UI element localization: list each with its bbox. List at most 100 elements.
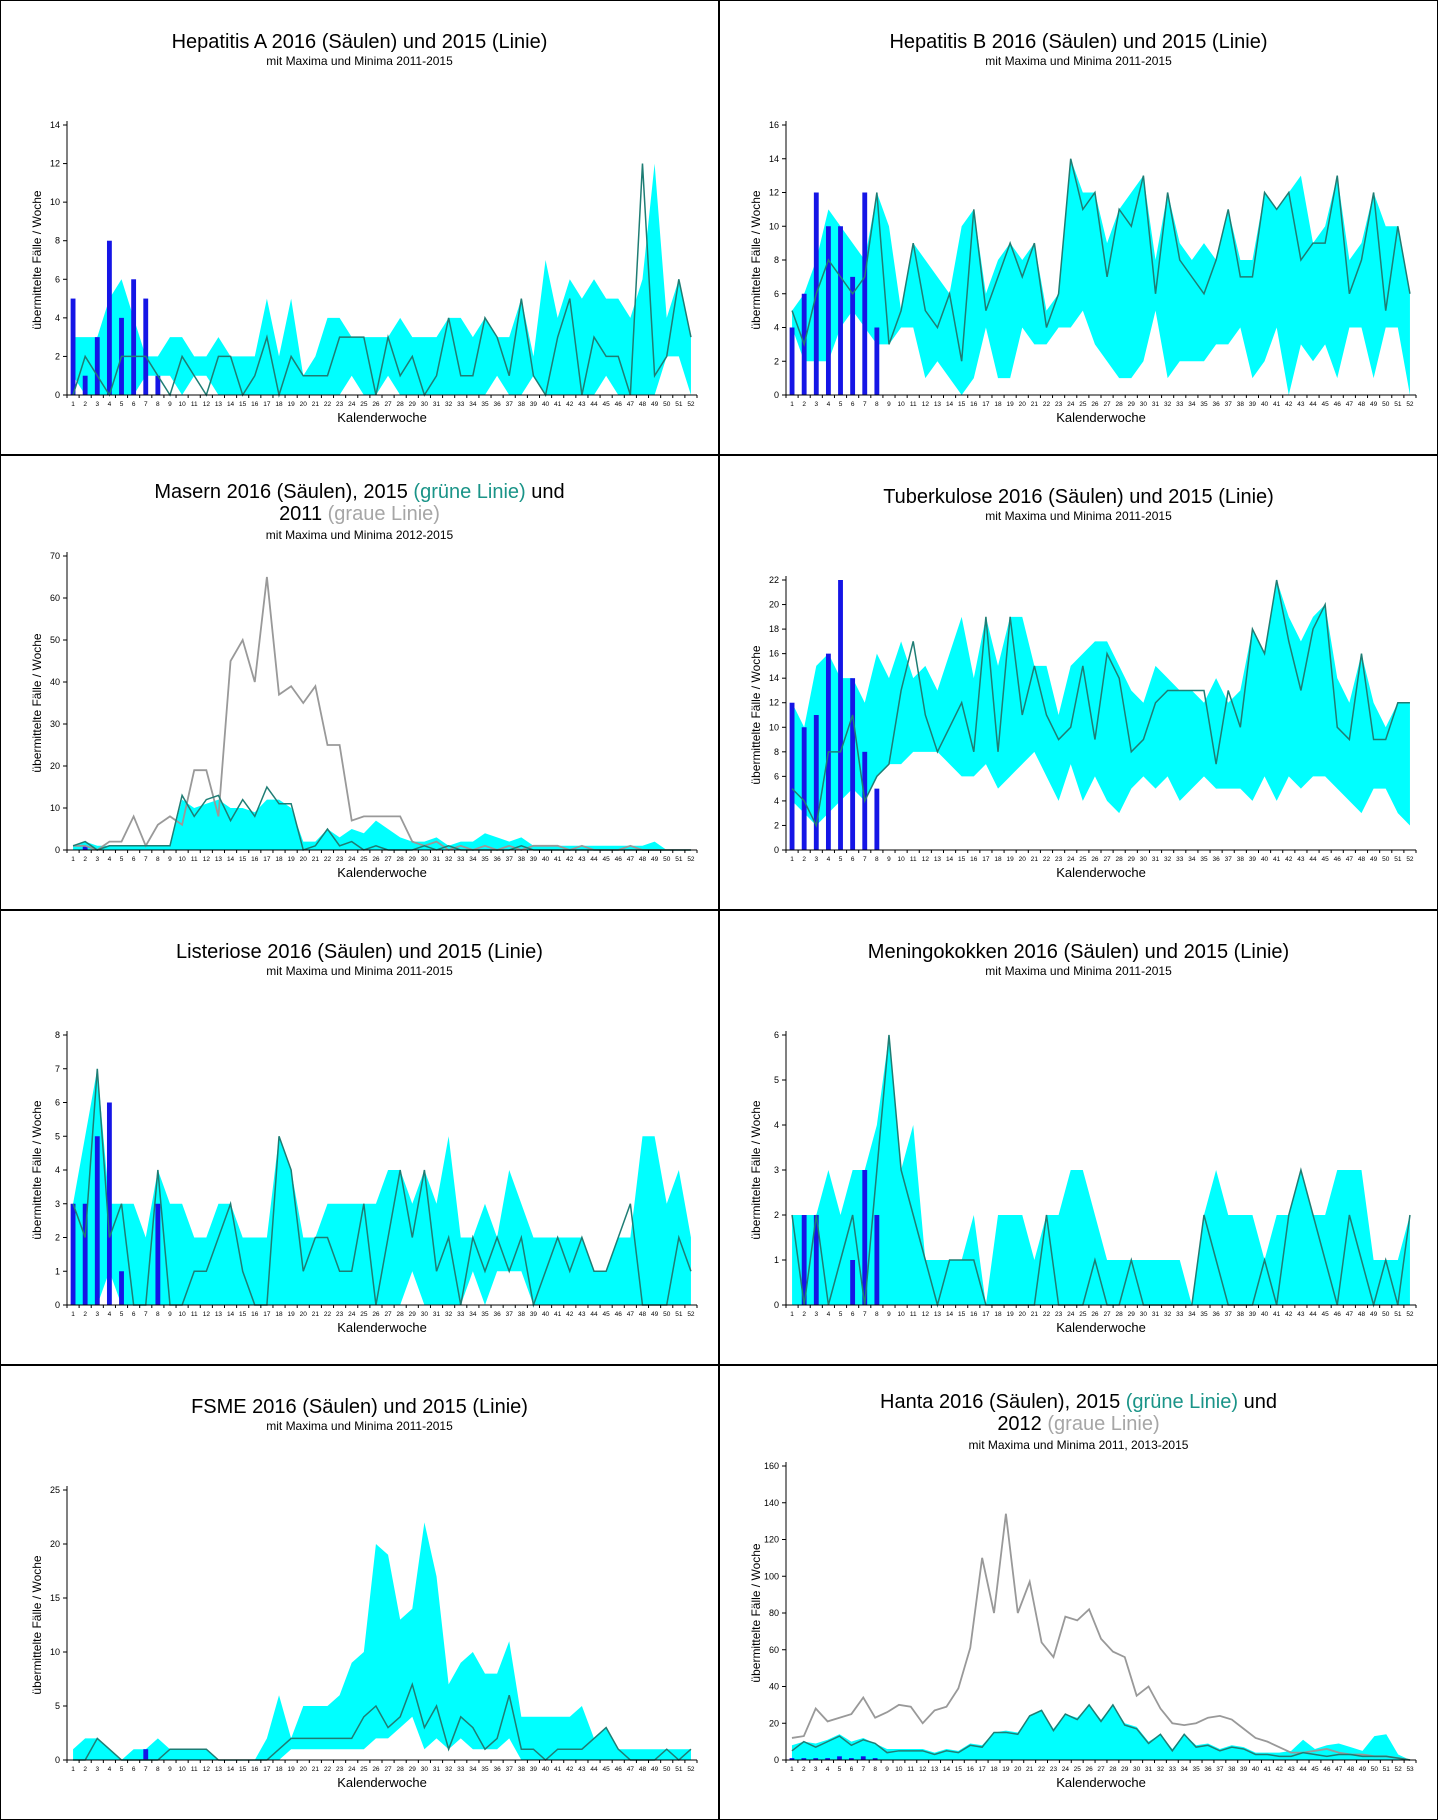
bar bbox=[838, 226, 843, 395]
y-tick-label: 14 bbox=[769, 154, 779, 164]
x-tick-label: 52 bbox=[1395, 1766, 1403, 1773]
x-tick-label: 11 bbox=[910, 1311, 917, 1318]
x-tick-label: 29 bbox=[409, 401, 417, 408]
x-axis-label: Kalenderwoche bbox=[1056, 410, 1146, 425]
x-tick-label: 39 bbox=[1249, 856, 1257, 863]
x-tick-label: 36 bbox=[493, 1311, 501, 1318]
x-tick-label: 42 bbox=[1276, 1766, 1284, 1773]
x-tick-label: 33 bbox=[1176, 856, 1184, 863]
x-tick-label: 46 bbox=[615, 1311, 623, 1318]
x-tick-label: 30 bbox=[421, 856, 429, 863]
x-tick-label: 32 bbox=[445, 856, 453, 863]
x-tick-label: 38 bbox=[1237, 401, 1245, 408]
bar bbox=[872, 1758, 878, 1760]
x-tick-label: 5 bbox=[120, 1311, 124, 1318]
x-tick-label: 23 bbox=[336, 1766, 344, 1773]
y-tick-label: 2 bbox=[55, 351, 60, 361]
chart-subtitle: mit Maxima und Minima 2011, 2013-2015 bbox=[969, 1438, 1189, 1452]
x-tick-label: 32 bbox=[1164, 856, 1172, 863]
bar bbox=[862, 1170, 868, 1305]
x-tick-label: 4 bbox=[827, 1311, 831, 1318]
chart: Meningokokken 2016 (Säulen) und 2015 (Li… bbox=[749, 941, 1417, 1335]
x-tick-label: 30 bbox=[1140, 856, 1148, 863]
bar bbox=[131, 279, 137, 395]
x-tick-label: 41 bbox=[554, 856, 562, 863]
x-tick-label: 44 bbox=[590, 1311, 598, 1318]
min-max-band bbox=[792, 158, 1410, 395]
x-tick-label: 6 bbox=[132, 1766, 136, 1773]
x-tick-label: 18 bbox=[994, 401, 1002, 408]
y-tick-label: 6 bbox=[55, 274, 60, 284]
y-tick-label: 10 bbox=[50, 803, 60, 813]
x-tick-label: 12 bbox=[922, 401, 930, 408]
bar bbox=[874, 327, 880, 395]
x-tick-label: 5 bbox=[120, 401, 124, 408]
chart-title: 2011 (graue Linie) bbox=[279, 503, 440, 525]
x-tick-label: 47 bbox=[1346, 856, 1354, 863]
x-tick-label: 25 bbox=[1074, 1766, 1082, 1773]
x-tick-label: 1 bbox=[71, 856, 75, 863]
x-tick-label: 16 bbox=[970, 401, 978, 408]
x-tick-label: 2 bbox=[802, 1311, 806, 1318]
x-tick-label: 6 bbox=[132, 1311, 136, 1318]
x-tick-label: 28 bbox=[1109, 1766, 1117, 1773]
x-tick-label: 48 bbox=[1358, 401, 1366, 408]
chart-title: Meningokokken 2016 (Säulen) und 2015 (Li… bbox=[868, 941, 1289, 963]
y-tick-label: 0 bbox=[55, 390, 60, 400]
x-axis-label: Kalenderwoche bbox=[337, 410, 427, 425]
title-segment: (grüne Linie) bbox=[413, 481, 525, 503]
x-tick-label: 25 bbox=[360, 856, 368, 863]
x-tick-label: 30 bbox=[1133, 1766, 1141, 1773]
x-tick-label: 51 bbox=[675, 1311, 683, 1318]
x-tick-label: 3 bbox=[95, 401, 99, 408]
bar bbox=[874, 1215, 880, 1305]
min-max-band bbox=[73, 1068, 691, 1305]
x-tick-label: 31 bbox=[1145, 1766, 1153, 1773]
x-tick-label: 24 bbox=[348, 1311, 356, 1318]
x-tick-label: 41 bbox=[1273, 401, 1281, 408]
x-tick-label: 44 bbox=[590, 856, 598, 863]
x-tick-label: 9 bbox=[168, 856, 172, 863]
x-tick-label: 30 bbox=[421, 1766, 429, 1773]
title-segment: Hanta 2016 (Säulen), 2015 bbox=[880, 1391, 1126, 1413]
x-tick-label: 7 bbox=[861, 1766, 865, 1773]
x-tick-label: 24 bbox=[348, 856, 356, 863]
x-tick-label: 11 bbox=[910, 401, 917, 408]
x-tick-label: 15 bbox=[239, 1311, 247, 1318]
x-tick-label: 26 bbox=[1091, 1311, 1099, 1318]
bar bbox=[860, 1756, 866, 1760]
x-tick-label: 48 bbox=[1347, 1766, 1355, 1773]
chart: Tuberkulose 2016 (Säulen) und 2015 (Lini… bbox=[749, 486, 1417, 880]
x-tick-label: 15 bbox=[239, 401, 247, 408]
x-tick-label: 11 bbox=[910, 856, 917, 863]
x-tick-label: 24 bbox=[348, 1766, 356, 1773]
x-tick-label: 25 bbox=[360, 1311, 368, 1318]
x-tick-label: 6 bbox=[132, 856, 136, 863]
x-tick-label: 14 bbox=[227, 1766, 235, 1773]
x-tick-label: 46 bbox=[615, 1766, 623, 1773]
x-tick-label: 18 bbox=[994, 1311, 1002, 1318]
chart-cell: Meningokokken 2016 (Säulen) und 2015 (Li… bbox=[719, 910, 1438, 1365]
x-tick-label: 47 bbox=[627, 856, 635, 863]
x-tick-label: 15 bbox=[958, 401, 966, 408]
x-tick-label: 9 bbox=[887, 856, 891, 863]
x-tick-label: 31 bbox=[433, 401, 441, 408]
y-axis-label: übermittelte Fälle / Woche bbox=[749, 645, 763, 784]
x-tick-label: 20 bbox=[1019, 1311, 1027, 1318]
x-tick-label: 50 bbox=[1371, 1766, 1379, 1773]
x-tick-label: 24 bbox=[1067, 856, 1075, 863]
y-tick-label: 4 bbox=[55, 313, 60, 323]
x-tick-label: 19 bbox=[1007, 856, 1015, 863]
x-tick-label: 19 bbox=[1007, 1311, 1015, 1318]
x-tick-label: 36 bbox=[1212, 856, 1220, 863]
x-tick-label: 29 bbox=[409, 856, 417, 863]
line-2015 bbox=[72, 163, 692, 398]
x-tick-label: 34 bbox=[1188, 401, 1196, 408]
x-tick-label: 39 bbox=[1249, 401, 1257, 408]
x-tick-label: 38 bbox=[1228, 1766, 1236, 1773]
chart-subtitle: mit Maxima und Minima 2011-2015 bbox=[266, 964, 453, 978]
x-tick-label: 34 bbox=[469, 1311, 477, 1318]
x-tick-label: 31 bbox=[1152, 1311, 1160, 1318]
x-tick-label: 14 bbox=[227, 856, 235, 863]
bar bbox=[789, 1758, 795, 1760]
